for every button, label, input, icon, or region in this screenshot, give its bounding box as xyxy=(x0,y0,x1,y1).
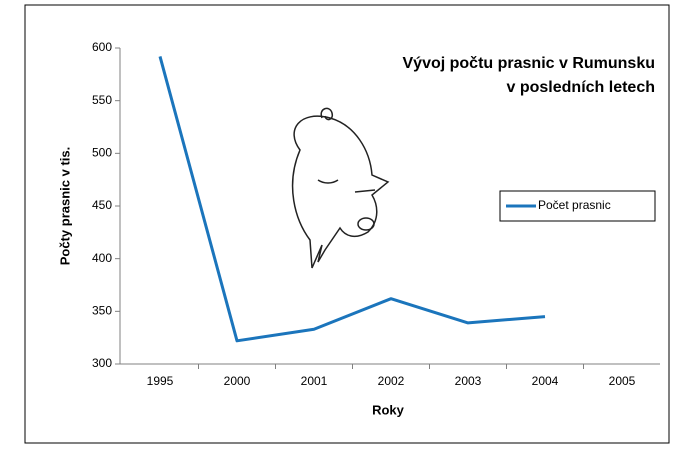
y-tick-label: 300 xyxy=(92,356,112,370)
x-axis-label: Roky xyxy=(372,402,405,417)
x-tick-label: 2000 xyxy=(224,374,251,388)
y-tick-label: 600 xyxy=(92,40,112,54)
y-tick-label: 500 xyxy=(92,146,112,160)
y-tick-label: 400 xyxy=(92,251,112,265)
y-tick-label: 550 xyxy=(92,93,112,107)
x-tick-label: 1995 xyxy=(147,374,174,388)
x-tick-label: 2002 xyxy=(378,374,405,388)
chart-title: v posledních letech xyxy=(507,79,655,96)
x-tick-label: 2005 xyxy=(609,374,636,388)
y-axis-label: Počty prasnic v tis. xyxy=(57,147,72,266)
y-tick-label: 350 xyxy=(92,304,112,318)
y-tick-label: 450 xyxy=(92,198,112,212)
chart-title: Vývoj počtu prasnic v Rumunsku xyxy=(403,55,656,72)
chart: Vývoj počtu prasnic v Rumunsku v posledn… xyxy=(0,0,674,448)
legend-label: Počet prasnic xyxy=(538,198,611,212)
x-tick-label: 2001 xyxy=(301,374,328,388)
x-tick-label: 2004 xyxy=(532,374,559,388)
x-tick-label: 2003 xyxy=(455,374,482,388)
